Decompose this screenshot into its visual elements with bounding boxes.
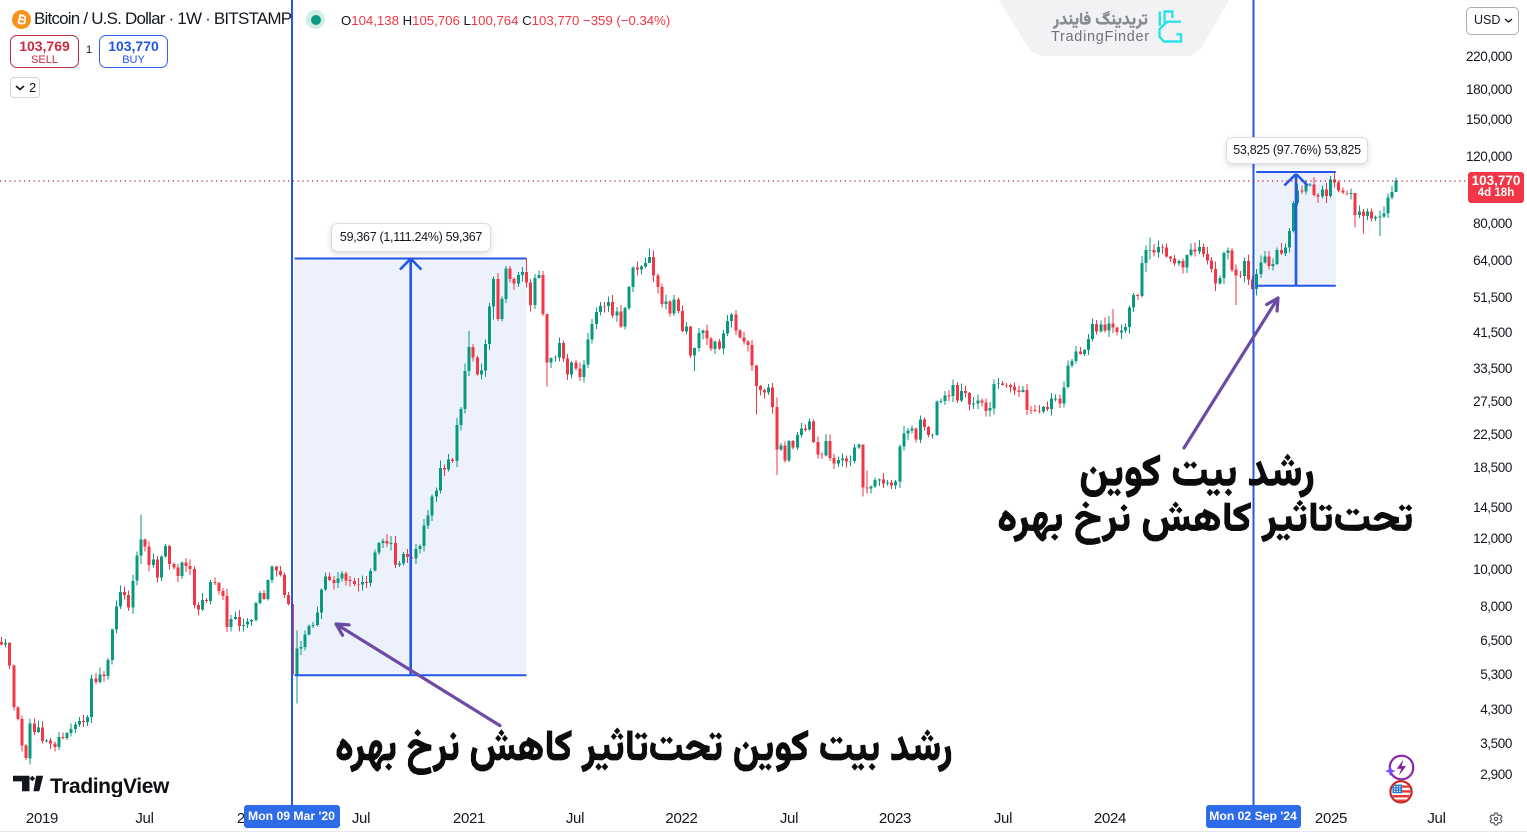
svg-text:TradingView: TradingView <box>50 775 170 797</box>
